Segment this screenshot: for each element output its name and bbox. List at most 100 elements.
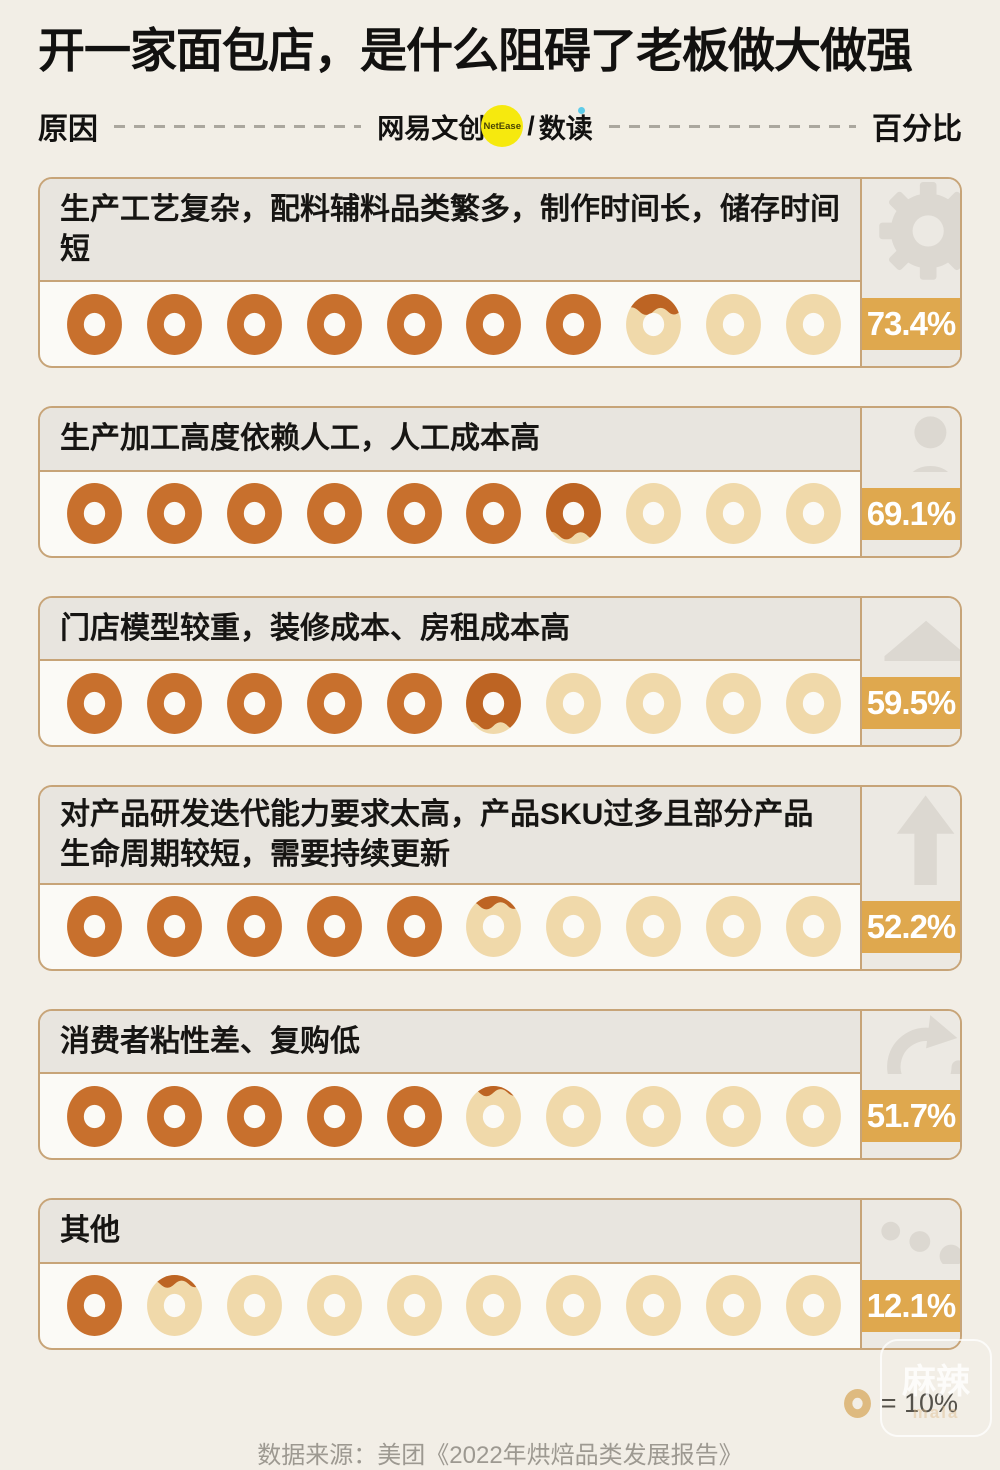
rows-container: 生产工艺复杂，配料辅料品类繁多，制作时间长，储存时间短 bbox=[38, 177, 962, 1350]
percent-badge: 59.5% bbox=[862, 677, 960, 730]
donut-full-icon bbox=[306, 293, 362, 355]
refresh-icon bbox=[862, 1011, 960, 1075]
donut-full-icon bbox=[226, 896, 282, 958]
donut-empty-icon bbox=[706, 483, 761, 545]
percent-value: 69.1% bbox=[866, 494, 957, 532]
donut-partial-icon bbox=[546, 483, 602, 545]
donut-full-icon bbox=[146, 896, 202, 958]
donut-empty-icon bbox=[706, 1085, 761, 1147]
donut-empty-icon bbox=[306, 1275, 362, 1337]
donut-full-icon bbox=[306, 896, 362, 958]
brand-slash: / bbox=[527, 110, 535, 141]
percent-band-area: 51.7% bbox=[862, 1074, 960, 1158]
donut-empty-icon bbox=[785, 1275, 841, 1337]
row-main: 消费者粘性差、复购低 bbox=[40, 1010, 860, 1159]
donut-partial-icon bbox=[146, 1275, 202, 1337]
reason-row: 门店模型较重，装修成本、房租成本高 bbox=[38, 595, 962, 748]
reason-row: 生产加工高度依赖人工，人工成本高 bbox=[38, 406, 962, 558]
percent-badge: 69.1% bbox=[862, 487, 960, 540]
row-main: 对产品研发迭代能力要求太高，产品SKU过多且部分产品生命周期较短，需要持续更新 bbox=[40, 787, 860, 968]
row-label: 生产加工高度依赖人工，人工成本高 bbox=[60, 422, 540, 456]
brand-name: 网易文创 bbox=[377, 113, 486, 144]
donut-empty-icon bbox=[626, 483, 682, 545]
house-icon bbox=[862, 598, 960, 662]
donut-full-icon bbox=[67, 483, 122, 545]
donut-empty-icon bbox=[785, 293, 841, 355]
row-label: 对产品研发迭代能力要求太高，产品SKU过多且部分产品生命周期较短，需要持续更新 bbox=[60, 798, 814, 872]
row-side-panel: 52.2% bbox=[860, 787, 960, 969]
donut-track bbox=[40, 1264, 860, 1348]
donut-partial-icon bbox=[466, 1085, 522, 1147]
donut-empty-icon bbox=[626, 1085, 682, 1147]
donut-full-icon bbox=[226, 672, 282, 734]
percent-value: 51.7% bbox=[866, 1097, 957, 1135]
legend-text: = 10% bbox=[880, 1387, 958, 1418]
percent-value: 59.5% bbox=[866, 684, 957, 722]
percent-band-area: 69.1% bbox=[862, 472, 960, 556]
donut-empty-icon bbox=[386, 1275, 442, 1337]
donut-full-icon bbox=[306, 483, 362, 545]
donut-full-icon bbox=[306, 1085, 362, 1147]
percent-axis-label: 百分比 bbox=[872, 113, 963, 147]
donut-full-icon bbox=[386, 672, 442, 734]
row-label-strip: 对产品研发迭代能力要求太高，产品SKU过多且部分产品生命周期较短，需要持续更新 bbox=[40, 787, 860, 885]
row-label: 其他 bbox=[60, 1214, 120, 1248]
dashed-line-left bbox=[114, 124, 362, 128]
person-icon bbox=[862, 408, 960, 472]
donut-empty-icon bbox=[706, 1275, 761, 1337]
row-label-strip: 消费者粘性差、复购低 bbox=[40, 1010, 860, 1075]
donut-partial-icon bbox=[466, 896, 522, 958]
donut-full-icon bbox=[67, 1085, 122, 1147]
donut-full-icon bbox=[146, 483, 202, 545]
donut-full-icon bbox=[146, 672, 202, 734]
donut-full-icon bbox=[226, 483, 282, 545]
ellipsis-icon bbox=[862, 1200, 960, 1264]
percent-value: 12.1% bbox=[866, 1286, 957, 1324]
donut-track bbox=[40, 661, 860, 745]
percent-badge: 51.7% bbox=[862, 1090, 960, 1143]
legend-donut-icon bbox=[843, 1388, 871, 1418]
donut-empty-icon bbox=[706, 672, 761, 734]
reason-row: 其他 bbox=[38, 1198, 962, 1350]
row-label-strip: 生产工艺复杂，配料辅料品类繁多，制作时间长，储存时间短 bbox=[40, 179, 860, 283]
reason-row: 生产工艺复杂，配料辅料品类繁多，制作时间长，储存时间短 bbox=[38, 177, 962, 369]
percent-value: 73.4% bbox=[866, 305, 957, 343]
row-side-panel: 59.5% bbox=[860, 597, 960, 746]
donut-empty-icon bbox=[546, 672, 602, 734]
donut-track bbox=[40, 1074, 860, 1158]
donut-empty-icon bbox=[785, 1085, 841, 1147]
row-side-panel: 69.1% bbox=[860, 408, 960, 556]
donut-full-icon bbox=[386, 1085, 442, 1147]
donut-track bbox=[40, 282, 860, 366]
infographic-page: 开一家面包店，是什么阻碍了老板做大做强 原因 网易文创 NetEase / 数读… bbox=[38, 24, 992, 1469]
donut-full-icon bbox=[67, 672, 122, 734]
donut-full-icon bbox=[386, 483, 442, 545]
legend: = 10% bbox=[38, 1388, 962, 1419]
data-source: 数据来源：美团《2022年烘焙品类发展报告》 bbox=[257, 1441, 743, 1469]
donut-empty-icon bbox=[546, 1275, 602, 1337]
percent-badge: 52.2% bbox=[862, 900, 960, 953]
row-side-panel: 73.4% bbox=[860, 179, 960, 367]
donut-track bbox=[40, 885, 860, 969]
dashed-line-right bbox=[608, 124, 857, 128]
blue-dot-icon bbox=[577, 106, 585, 114]
percent-band-area: 59.5% bbox=[862, 661, 960, 745]
donut-empty-icon bbox=[626, 1275, 682, 1337]
page-title: 开一家面包店，是什么阻碍了老板做大做强 bbox=[38, 24, 913, 77]
row-label-strip: 生产加工高度依赖人工，人工成本高 bbox=[40, 408, 860, 472]
percent-band-area: 52.2% bbox=[862, 885, 960, 969]
donut-full-icon bbox=[466, 483, 522, 545]
donut-empty-icon bbox=[226, 1275, 282, 1337]
reason-axis-label: 原因 bbox=[38, 113, 98, 147]
donut-empty-icon bbox=[626, 672, 682, 734]
donut-full-icon bbox=[546, 293, 602, 355]
reason-row: 消费者粘性差、复购低 bbox=[38, 1008, 962, 1161]
row-label: 消费者粘性差、复购低 bbox=[60, 1024, 360, 1058]
donut-full-icon bbox=[306, 672, 362, 734]
netease-badge-icon: NetEase bbox=[481, 105, 524, 148]
row-main: 生产工艺复杂，配料辅料品类繁多，制作时间长，储存时间短 bbox=[40, 179, 860, 366]
brand-sub: 数读 bbox=[539, 106, 593, 146]
donut-full-icon bbox=[67, 1275, 122, 1337]
arrow-up-icon bbox=[862, 787, 960, 885]
row-main: 门店模型较重，装修成本、房租成本高 bbox=[40, 597, 860, 746]
